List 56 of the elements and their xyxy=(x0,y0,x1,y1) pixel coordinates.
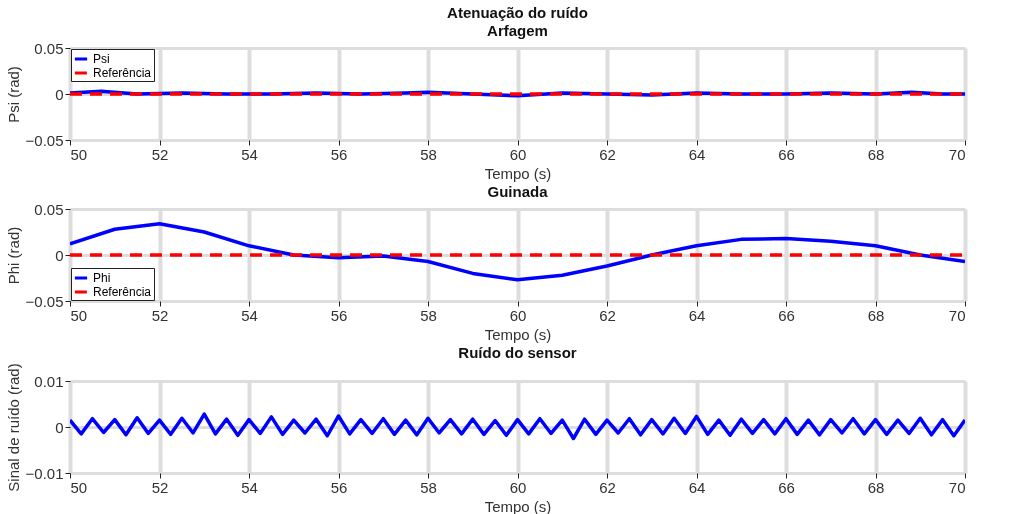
y-tick-label: −0.05 xyxy=(25,131,64,149)
legend-label: Psi xyxy=(93,52,110,66)
x-tick-label: 52 xyxy=(151,306,169,324)
legend-label: Referência xyxy=(93,66,152,80)
y-tick-label: 0 xyxy=(55,418,64,436)
chart-title: Guinada xyxy=(487,183,549,200)
y-tick-label: 0.01 xyxy=(34,372,64,390)
x-tick-label: 56 xyxy=(330,306,348,324)
x-tick-label: 62 xyxy=(599,306,616,324)
y-axis-title: Sinal de ruído (rad) xyxy=(4,363,22,492)
x-tick-label: 56 xyxy=(330,145,348,163)
x-tick-label: 60 xyxy=(509,145,527,163)
y-axis-title: Phi (rad) xyxy=(4,226,22,285)
y-tick-label: 0.05 xyxy=(34,39,64,57)
x-axis-title: Tempo (s) xyxy=(484,325,552,343)
x-tick-label: 58 xyxy=(420,478,437,496)
y-axis-title: Psi (rad) xyxy=(4,66,22,123)
y-tick-label: −0.05 xyxy=(25,292,64,310)
x-tick-label: 62 xyxy=(599,478,616,496)
y-tick-label: 0.05 xyxy=(34,200,64,218)
x-tick-label: 68 xyxy=(867,478,885,496)
x-tick-label: 50 xyxy=(70,478,88,496)
x-tick-label: 60 xyxy=(509,306,527,324)
x-tick-label: 58 xyxy=(420,306,437,324)
x-tick-label: 50 xyxy=(70,306,88,324)
x-tick-label: 62 xyxy=(599,145,616,163)
chart-title: Ruído do sensor xyxy=(458,343,577,361)
x-tick-label: 54 xyxy=(241,306,258,324)
x-tick-label: 52 xyxy=(151,478,169,496)
x-tick-label: 58 xyxy=(420,145,437,163)
x-tick-label: 66 xyxy=(778,306,795,324)
x-tick-label: 64 xyxy=(688,306,706,324)
x-axis-title: Tempo (s) xyxy=(484,497,552,514)
x-tick-label: 70 xyxy=(948,478,966,496)
legend-label: Referência xyxy=(93,285,152,299)
x-tick-label: 70 xyxy=(948,145,966,163)
x-tick-label: 64 xyxy=(688,145,706,163)
y-tick-label: 0 xyxy=(55,85,64,103)
x-tick-label: 54 xyxy=(241,145,258,163)
y-tick-label: −0.01 xyxy=(25,464,64,482)
chart-title: Atenuação do ruído xyxy=(447,4,588,21)
chart-subtitle: Arfagem xyxy=(487,22,548,39)
x-tick-label: 70 xyxy=(948,306,966,324)
x-tick-label: 56 xyxy=(330,478,348,496)
x-tick-label: 52 xyxy=(151,145,169,163)
x-tick-label: 66 xyxy=(778,145,795,163)
legend-label: Phi xyxy=(93,271,111,285)
x-tick-label: 68 xyxy=(867,306,885,324)
x-tick-label: 60 xyxy=(509,478,527,496)
x-tick-label: 54 xyxy=(241,478,258,496)
x-tick-label: 68 xyxy=(867,145,885,163)
x-tick-label: 50 xyxy=(70,145,88,163)
x-tick-label: 64 xyxy=(688,478,706,496)
x-axis-title: Tempo (s) xyxy=(484,164,552,182)
y-tick-label: 0 xyxy=(55,246,64,264)
x-tick-label: 66 xyxy=(778,478,795,496)
